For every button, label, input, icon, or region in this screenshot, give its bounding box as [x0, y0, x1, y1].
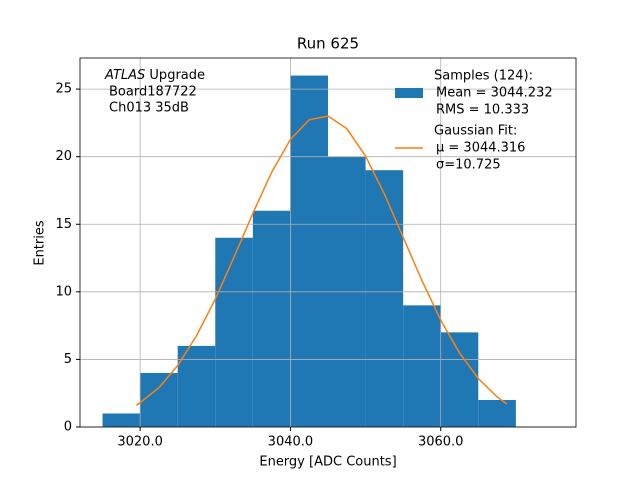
legend-detail: RMS = 10.333: [436, 103, 529, 118]
y-tick-label: 5: [64, 352, 72, 367]
bar: [403, 305, 441, 427]
bar: [478, 399, 516, 427]
y-tick-label: 15: [55, 217, 72, 232]
legend-label: Samples (124):: [434, 69, 533, 84]
annotation-text: Upgrade: [149, 68, 205, 83]
y-tick-label: 10: [55, 284, 72, 299]
legend-swatch: [395, 88, 423, 98]
legend-detail: Mean = 3044.232: [436, 86, 553, 101]
bar: [102, 413, 141, 427]
x-tick-label: 3040.0: [268, 435, 314, 450]
annotation-line: Ch013 35dB: [109, 101, 189, 116]
y-axis-label: Entries: [33, 220, 48, 266]
bar: [252, 210, 291, 427]
plot-frame: [79, 57, 577, 428]
legend-detail: μ = 3044.316: [436, 141, 525, 156]
bar: [365, 170, 404, 427]
annotation-emphasis: ATLAS: [104, 68, 145, 83]
x-tick-label: 3060.0: [418, 435, 464, 450]
x-axis-label: Energy [ADC Counts]: [259, 455, 396, 470]
bar: [140, 372, 178, 427]
bar: [215, 237, 253, 427]
bar: [290, 75, 328, 428]
bar: [440, 332, 479, 427]
bar: [177, 345, 216, 427]
legend-detail: σ=10.725: [436, 158, 501, 173]
y-tick-label: 25: [55, 82, 72, 97]
fit-line: [135, 115, 508, 407]
chart-title: Run 625: [297, 35, 359, 53]
legend-label: Gaussian Fit:: [434, 124, 517, 139]
annotation-line: Board187722: [109, 85, 197, 100]
y-tick-label: 20: [55, 149, 72, 164]
annotation: ATLAS Upgrade: [104, 68, 205, 83]
x-tick-label: 3020.0: [117, 435, 163, 450]
y-tick-label: 0: [64, 420, 72, 435]
